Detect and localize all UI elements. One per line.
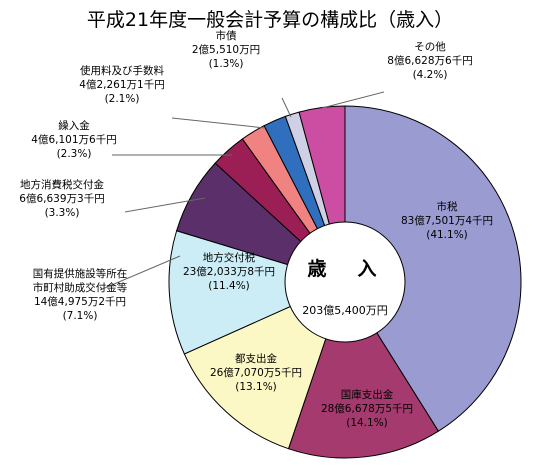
slice-label-line: 市債 bbox=[216, 29, 237, 42]
pie-slice bbox=[344, 105, 522, 432]
slice-label-line: 26億7,070万5千円 bbox=[210, 366, 302, 379]
leader-line bbox=[321, 91, 385, 109]
slice-label-line: 市税 bbox=[437, 200, 458, 213]
slice-label-line: (13.1%) bbox=[235, 381, 277, 393]
slice-label-line: 6億6,639万3千円 bbox=[19, 192, 104, 205]
slice-label: 国庫支出金 28億6,678万5千円 (14.1%) bbox=[321, 388, 413, 429]
slice-label-line: (14.1%) bbox=[346, 417, 388, 429]
center-total: 203億5,400万円 bbox=[302, 304, 388, 317]
slice-labels: 市税 83億7,501万4千円 (41.1%) 国庫支出金 28億6,678万5千円 (1… bbox=[19, 29, 493, 429]
slice-label-line: (4.2%) bbox=[413, 69, 448, 81]
slice-label-line: (2.3%) bbox=[57, 148, 92, 160]
slice-label: 使用料及び手数料 4億2,261万1千円 (2.1%) bbox=[79, 64, 164, 105]
center-label: 歳 入 bbox=[307, 258, 382, 280]
slice-label-line: (2.1%) bbox=[105, 93, 140, 105]
donut-hole bbox=[284, 221, 406, 343]
slice-label-line: 地方消費税交付金 bbox=[20, 178, 104, 191]
slice-label-line: 繰入金 bbox=[58, 119, 90, 132]
slice-label-line: その他 bbox=[414, 40, 446, 53]
slice-label: 地方交付税 23億2,033万8千円 (11.4%) bbox=[183, 251, 275, 292]
slice-label-line: (11.4%) bbox=[208, 280, 250, 292]
slice-label-line: 14億4,975万2千円 bbox=[34, 295, 126, 308]
pie-slice bbox=[287, 280, 440, 459]
slice-label-line: 都支出金 bbox=[235, 352, 277, 365]
slice-label-line: 8億6,628万6千円 bbox=[387, 54, 472, 67]
leader-line bbox=[171, 117, 266, 129]
slice-label-line: 地方交付税 bbox=[203, 251, 256, 264]
leader-line bbox=[281, 97, 292, 118]
slice-label-line: 国庫支出金 bbox=[341, 388, 394, 401]
slice-label-line: 4億2,261万1千円 bbox=[79, 78, 164, 91]
slice-label-line: 2億5,510万円 bbox=[192, 43, 260, 56]
slice-label-line: 市町村助成交付金等 bbox=[33, 281, 128, 294]
slice-label: 市税 83億7,501万4千円 (41.1%) bbox=[401, 200, 493, 241]
slice-label-line: (3.3%) bbox=[45, 207, 80, 219]
slice-label: 繰入金 4億6,101万6千円 (2.3%) bbox=[31, 119, 116, 160]
slice-label-line: 28億6,678万5千円 bbox=[321, 402, 413, 415]
slice-label: 都支出金 26億7,070万5千円 (13.1%) bbox=[210, 352, 302, 393]
slice-label: 市債 2億5,510万円 (1.3%) bbox=[192, 29, 260, 70]
slice-label: 国有提供施設等所在市町村助成交付金等 14億4,975万2千円 (7.1%) bbox=[33, 267, 128, 322]
leader-line bbox=[124, 197, 206, 213]
pie-slice bbox=[168, 230, 347, 355]
slice-label-line: 国有提供施設等所在 bbox=[33, 267, 128, 280]
slice-label-line: (7.1%) bbox=[63, 310, 98, 322]
slice-label-line: 使用料及び手数料 bbox=[80, 64, 164, 77]
slice-label-line: 83億7,501万4千円 bbox=[401, 214, 493, 227]
slice-label-line: 23億2,033万8千円 bbox=[183, 265, 275, 278]
slice-label-line: (1.3%) bbox=[209, 58, 244, 70]
slice-label-line: 4億6,101万6千円 bbox=[31, 133, 116, 146]
slice-label: その他 8億6,628万6千円 (4.2%) bbox=[387, 40, 472, 81]
leader-lines bbox=[99, 91, 385, 291]
slice-label: 地方消費税交付金 6億6,639万3千円 (3.3%) bbox=[19, 178, 104, 219]
leader-line bbox=[99, 255, 181, 291]
slice-label-line: (41.1%) bbox=[426, 229, 468, 241]
chart-title: 平成21年度一般会計予算の構成比（歳入） bbox=[87, 9, 453, 31]
